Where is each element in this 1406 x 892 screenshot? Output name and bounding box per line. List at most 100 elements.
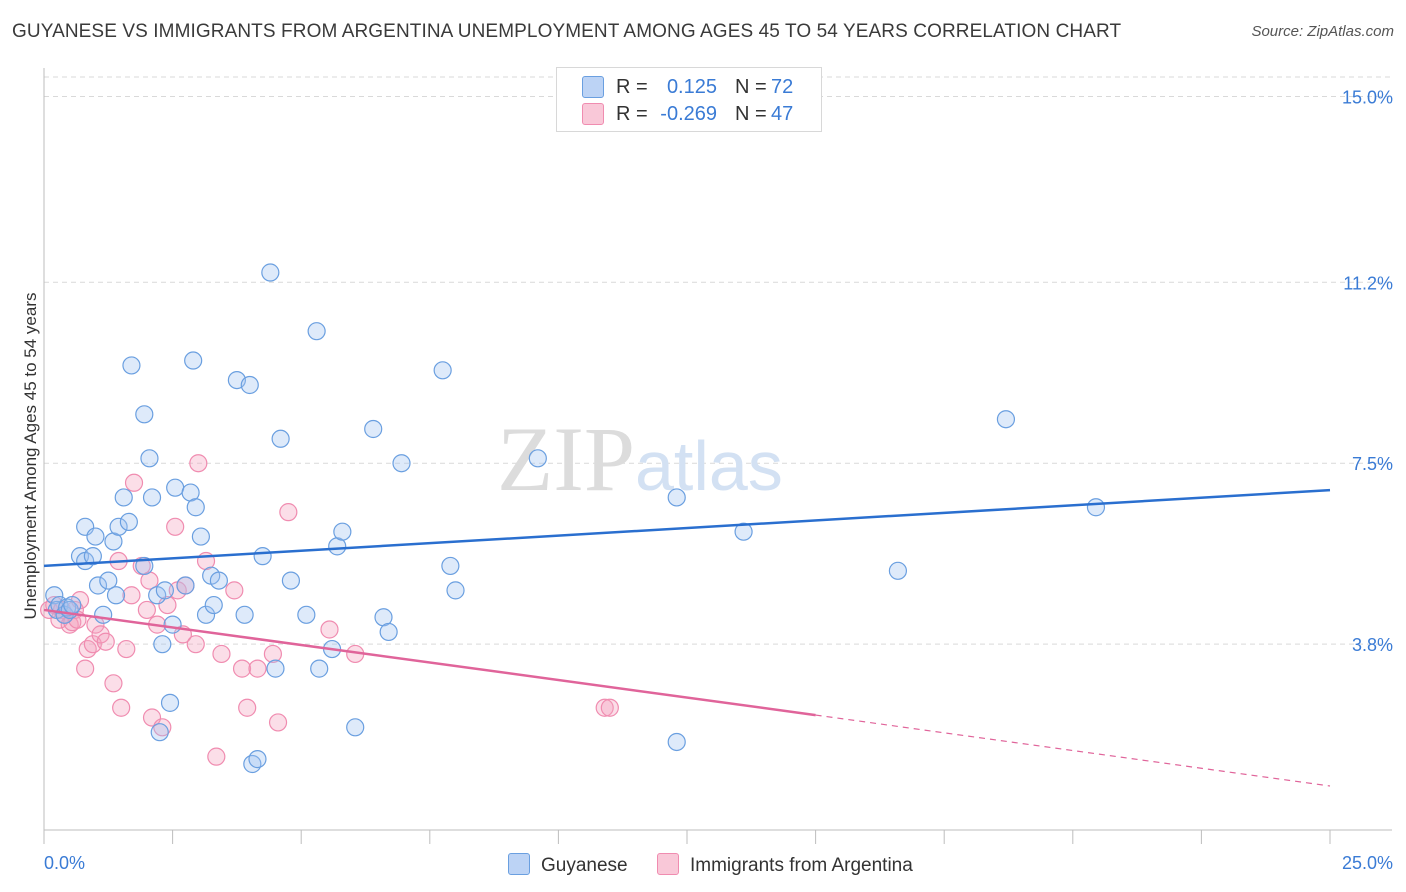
y-tick-label: 15.0% <box>1342 87 1393 107</box>
source-label: Source: ZipAtlas.com <box>1251 23 1394 40</box>
data-point-guyanese <box>88 576 108 595</box>
data-point-guyanese <box>196 605 216 624</box>
data-point-guyanese <box>176 576 195 595</box>
trend-line-guyanese <box>43 488 1331 568</box>
legend-swatch-blue <box>508 853 530 875</box>
data-point-guyanese <box>433 361 452 380</box>
r-value: -0.269 <box>660 103 717 125</box>
r-value: 0.125 <box>666 76 717 98</box>
data-point-guyanese <box>392 454 411 473</box>
data-point-guyanese <box>528 449 547 468</box>
data-point-guyanese <box>45 586 64 605</box>
x-tick-label-min: 0.0% <box>44 853 85 873</box>
data-point-guyanese <box>86 527 105 546</box>
data-point-guyanese <box>191 527 210 546</box>
data-point-argentina <box>268 713 288 732</box>
n-value: 72 <box>771 76 794 98</box>
n-label: N = <box>735 76 767 98</box>
data-point-guyanese <box>135 556 154 576</box>
legend-label: Guyanese <box>541 855 628 876</box>
r-label: R = <box>616 103 648 125</box>
data-point-argentina <box>78 639 97 659</box>
data-point-argentina <box>238 698 257 717</box>
data-point-guyanese <box>150 723 169 742</box>
data-point-guyanese <box>446 581 465 600</box>
data-point-guyanese <box>248 749 267 769</box>
data-point-argentina <box>117 639 136 659</box>
data-point-argentina <box>153 718 172 737</box>
watermark-zip: ZIP <box>497 408 635 510</box>
data-point-guyanese <box>204 595 223 615</box>
data-point-argentina <box>248 659 267 678</box>
data-point-argentina <box>207 747 226 766</box>
data-point-argentina <box>320 620 339 639</box>
x-tick-label-max: 25.0% <box>1342 853 1393 873</box>
legend-swatch-pink <box>582 103 604 125</box>
y-tick-labels: 3.8% 7.5% 11.2% 15.0% <box>1342 87 1393 655</box>
legend-row-guyanese: R = 0.125 N = 72 <box>557 76 821 104</box>
legend-swatch-pink <box>657 853 679 875</box>
data-point-guyanese <box>166 478 185 497</box>
data-point-argentina <box>595 698 614 717</box>
data-point-guyanese <box>281 571 301 590</box>
data-point-guyanese <box>142 488 162 507</box>
data-point-argentina <box>212 644 231 664</box>
n-label: N = <box>735 103 767 125</box>
trend-line-argentina <box>43 608 816 717</box>
data-point-argentina <box>124 473 144 492</box>
data-point-argentina <box>189 454 208 473</box>
y-tick-label: 3.8% <box>1352 635 1393 655</box>
data-point-argentina <box>122 586 141 605</box>
watermark-atlas: atlas <box>635 427 783 505</box>
data-point-guyanese <box>83 547 102 566</box>
data-point-argentina <box>112 698 131 717</box>
n-value: 47 <box>771 103 794 125</box>
data-point-guyanese <box>63 595 82 615</box>
y-axis-title: Unemployment Among Ages 45 to 54 years <box>21 293 40 620</box>
correlation-legend: R = 0.125 N = 72 R = -0.269 N = 47 <box>556 67 822 132</box>
data-point-guyanese <box>297 605 316 624</box>
data-point-argentina <box>137 600 156 620</box>
data-point-guyanese <box>243 754 262 774</box>
data-point-guyanese <box>667 732 686 752</box>
data-point-guyanese <box>888 561 908 580</box>
data-point-guyanese <box>333 522 352 541</box>
data-point-argentina <box>104 674 123 693</box>
trend-line-argentina-extension <box>815 714 1331 787</box>
data-point-guyanese <box>186 498 205 517</box>
data-point-guyanese <box>310 659 329 678</box>
data-point-guyanese <box>122 356 141 375</box>
guyanese-points <box>45 263 1106 774</box>
legend-label: Immigrants from Argentina <box>690 855 913 876</box>
argentina-points <box>40 454 619 766</box>
data-point-argentina <box>279 503 298 522</box>
data-point-guyanese <box>235 605 254 624</box>
chart-title: GUYANESE VS IMMIGRANTS FROM ARGENTINA UN… <box>12 21 1122 42</box>
data-point-guyanese <box>153 635 172 654</box>
data-point-argentina <box>186 635 205 654</box>
gridlines <box>44 76 1392 645</box>
data-point-guyanese <box>160 693 180 712</box>
data-point-guyanese <box>253 547 272 566</box>
data-point-guyanese <box>163 615 182 634</box>
data-point-argentina <box>232 659 252 678</box>
data-point-argentina <box>76 659 95 678</box>
legend-row-argentina: R = -0.269 N = 47 <box>557 103 821 131</box>
data-point-guyanese <box>441 556 460 576</box>
data-point-guyanese <box>119 512 138 532</box>
data-point-guyanese <box>266 659 285 678</box>
y-tick-label: 7.5% <box>1352 454 1393 474</box>
data-point-argentina <box>600 698 619 717</box>
legend-item-argentina: Immigrants from Argentina <box>657 853 913 877</box>
data-point-guyanese <box>240 375 259 395</box>
data-point-guyanese <box>94 605 113 624</box>
data-point-argentina <box>166 517 185 536</box>
data-point-guyanese <box>346 718 365 737</box>
data-point-guyanese <box>99 571 118 590</box>
y-tick-label: 11.2% <box>1343 273 1393 293</box>
data-point-guyanese <box>261 263 280 282</box>
data-point-guyanese <box>209 571 228 590</box>
data-point-argentina <box>263 644 283 664</box>
data-point-argentina <box>225 581 244 600</box>
